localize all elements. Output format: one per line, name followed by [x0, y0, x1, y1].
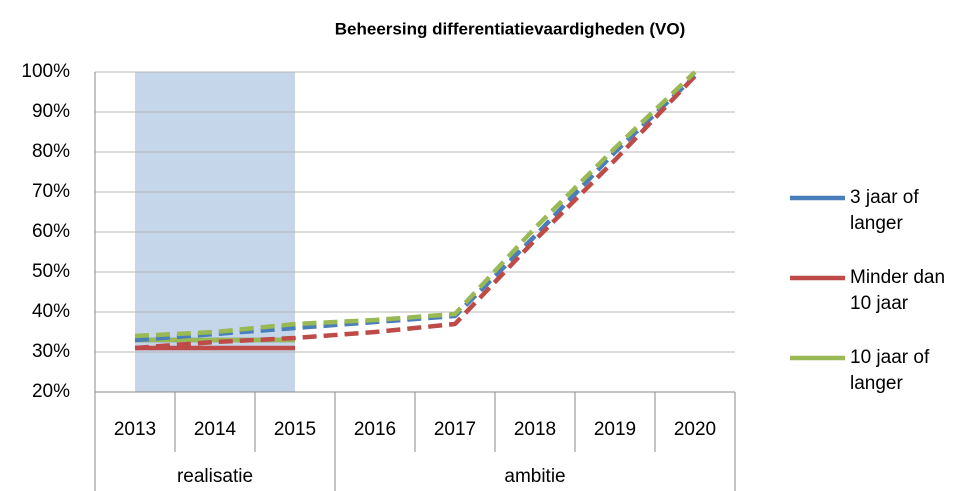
legend-label: Minder dan 10 jaar: [850, 267, 946, 314]
legend-label: 10 jaar of langer: [850, 347, 930, 394]
y-tick-label: 20%: [32, 381, 70, 402]
x-tick-label: 2016: [354, 419, 396, 440]
x-tick-label: 2018: [514, 419, 556, 440]
x-tick-label: 2020: [674, 419, 716, 440]
x-tick-label: 2019: [594, 419, 636, 440]
ambition-line: [134, 74, 697, 351]
y-tick-label: 70%: [32, 181, 70, 202]
y-tick-label: 40%: [32, 301, 70, 322]
y-tick-label: 60%: [32, 221, 70, 242]
group-label: ambitie: [504, 466, 565, 487]
x-tick-label: 2013: [114, 419, 156, 440]
chart-title: Beheersing differentiatievaardigheden (V…: [335, 19, 685, 38]
x-tick-label: 2015: [274, 419, 316, 440]
x-tick-label: 2014: [194, 419, 237, 440]
ambition-line: [134, 70, 697, 339]
x-tick-label: 2017: [434, 419, 476, 440]
group-label: realisatie: [177, 466, 253, 487]
y-tick-label: 100%: [21, 61, 70, 82]
legend-label: 3 jaar of langer: [850, 187, 919, 234]
y-tick-label: 50%: [32, 261, 70, 282]
y-tick-label: 30%: [32, 341, 70, 362]
y-tick-label: 90%: [32, 101, 70, 122]
y-tick-label: 80%: [32, 141, 70, 162]
